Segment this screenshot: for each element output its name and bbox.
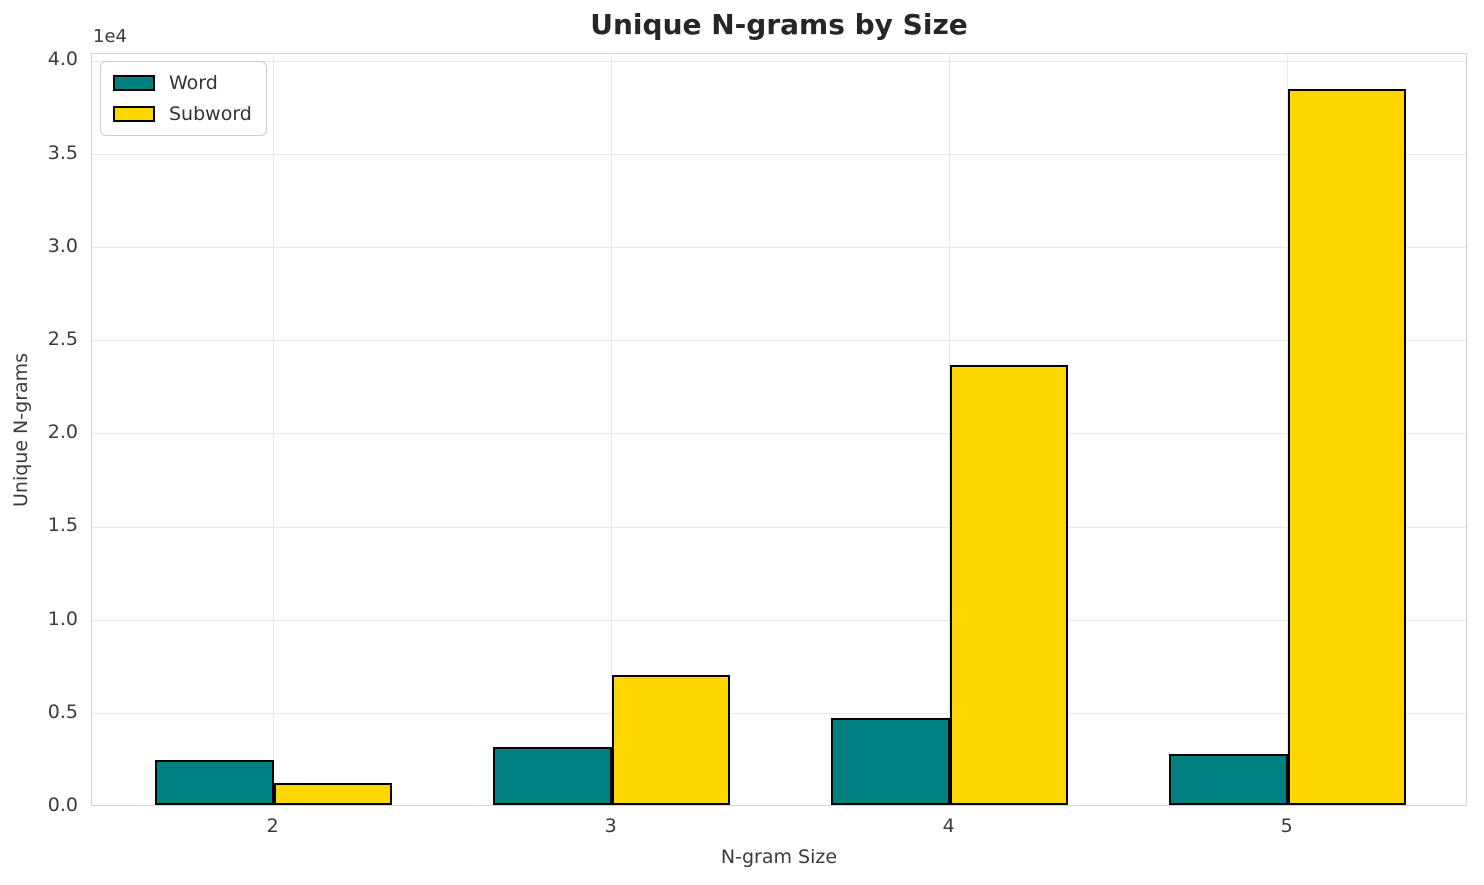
plot-area: Word Subword: [91, 53, 1467, 806]
gridline-h-4.0: [92, 60, 1466, 62]
legend-item-subword: Subword: [113, 103, 252, 125]
bar-word-4: [831, 718, 950, 805]
legend-label-subword: Subword: [169, 103, 252, 125]
bar-subword-2: [273, 782, 392, 805]
gridline-v-3: [610, 54, 612, 805]
gridline-h-2.5: [92, 340, 1466, 342]
gridline-v-4: [948, 54, 950, 805]
gridline-h-1.5: [92, 526, 1466, 528]
y-tick-label-3.5: 3.5: [47, 141, 78, 164]
legend-swatch-subword: [113, 106, 155, 122]
gridline-v-5: [1286, 54, 1288, 805]
y-tick-label-0.5: 0.5: [47, 700, 78, 723]
y-tick-label-2.5: 2.5: [47, 328, 78, 351]
bar-subword-5: [1287, 89, 1406, 805]
y-tick-label-4.0: 4.0: [47, 48, 78, 71]
x-tick-label-3: 3: [604, 815, 617, 837]
y-tick-label-0.0: 0.0: [47, 794, 78, 816]
y-tick-label-1.5: 1.5: [47, 514, 78, 537]
gridline-h-1.0: [92, 619, 1466, 621]
gridline-v-2: [272, 54, 274, 805]
bar-word-3: [493, 747, 612, 805]
x-tick-label-4: 4: [942, 815, 955, 837]
chart-title: Unique N-grams by Size: [590, 8, 968, 41]
y-tick-label-1.0: 1.0: [47, 607, 78, 630]
legend: Word Subword: [100, 61, 267, 136]
gridline-h-2.0: [92, 433, 1466, 435]
bar-subword-3: [611, 674, 730, 805]
legend-swatch-word: [113, 75, 155, 91]
gridline-h-3.5: [92, 153, 1466, 155]
x-tick-label-2: 2: [266, 815, 279, 837]
gridline-h-3.0: [92, 247, 1466, 249]
legend-item-word: Word: [113, 72, 252, 94]
y-tick-label-3.0: 3.0: [47, 234, 78, 257]
gridline-h-0.5: [92, 713, 1466, 715]
bar-subword-4: [949, 365, 1068, 805]
y-axis-offset-label: 1e4: [93, 26, 127, 47]
bar-word-2: [155, 760, 274, 805]
x-tick-label-5: 5: [1280, 815, 1293, 837]
x-axis-label: N-gram Size: [720, 846, 838, 868]
bar-word-5: [1169, 753, 1288, 805]
legend-label-word: Word: [169, 72, 218, 94]
y-tick-label-2.0: 2.0: [47, 421, 78, 444]
